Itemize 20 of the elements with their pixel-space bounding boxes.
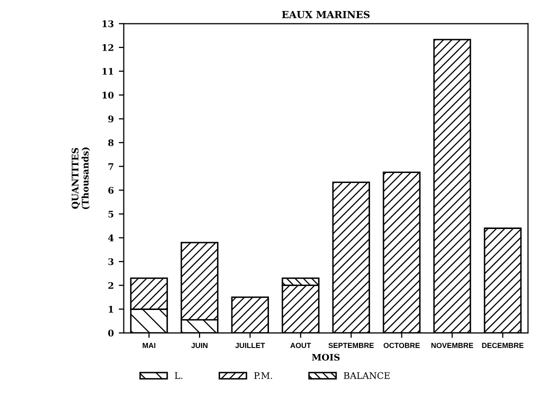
y-tick-label: 2	[108, 282, 114, 289]
y-tick-label: 11	[102, 68, 114, 75]
y-tick-label: 4	[108, 234, 114, 242]
y-tick-label: 10	[102, 92, 114, 99]
y-tick-label: 13	[102, 20, 114, 28]
legend-label: L.	[174, 372, 182, 379]
legend-label: BALANCE	[344, 372, 390, 379]
y-tick-label: 9	[108, 116, 114, 122]
y-tick-label: 0	[108, 330, 114, 336]
y-axis-title: QUANTITES (Thousands)	[72, 147, 90, 210]
y-tick-label: 3	[108, 258, 114, 266]
y-tick-label: 12	[102, 44, 114, 51]
y-tick-label: 5	[108, 210, 114, 218]
x-axis-title: MOIS	[312, 354, 340, 361]
y-tick-label: 1	[108, 306, 114, 313]
legend-label: P.M.	[254, 372, 272, 379]
chart-title: EAUX MARINES	[282, 10, 370, 18]
y-tick-label: 8	[108, 139, 114, 146]
y-tick-label: 6	[108, 186, 114, 194]
y-tick-label: 7	[108, 163, 114, 170]
